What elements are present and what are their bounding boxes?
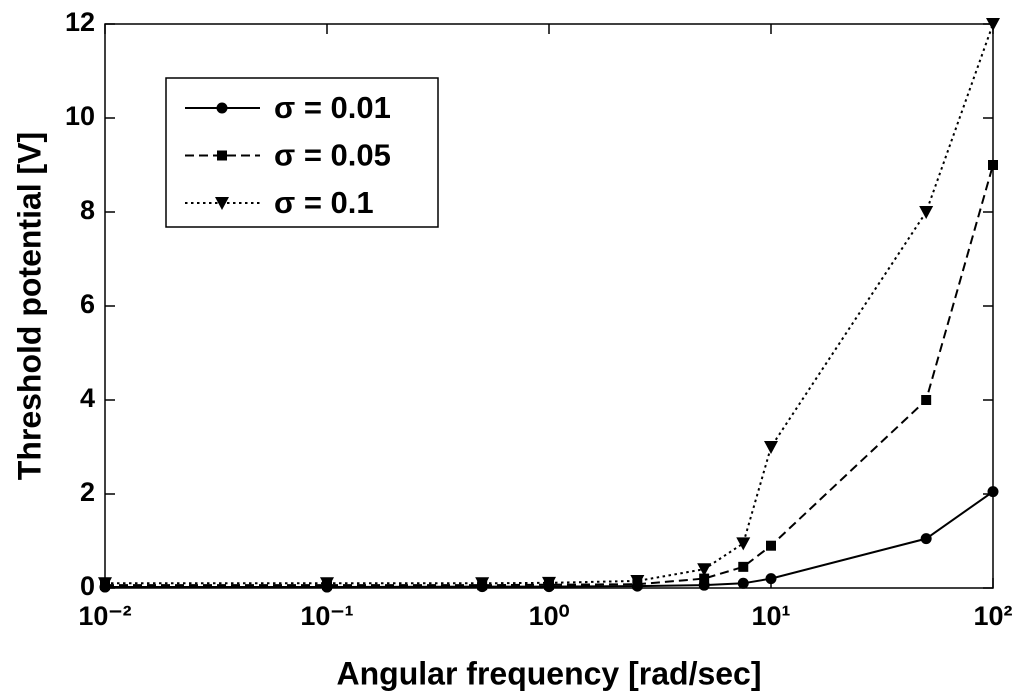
y-tick-label: 0 <box>80 571 95 601</box>
y-axis-label: Threshold potential [V] <box>11 132 47 480</box>
y-tick-label: 6 <box>80 289 95 319</box>
marker <box>986 18 1000 31</box>
marker <box>98 577 112 591</box>
legend-label: σ = 0.05 <box>274 138 391 173</box>
legend-label: σ = 0.01 <box>274 90 391 125</box>
marker <box>475 577 490 591</box>
legend-label: σ = 0.1 <box>274 185 374 220</box>
y-tick-label: 2 <box>80 477 95 507</box>
y-tick-label: 4 <box>80 383 95 413</box>
legend-marker <box>217 150 227 161</box>
x-tick-label: 10⁰ <box>529 601 570 631</box>
marker <box>987 486 999 498</box>
legend-marker <box>215 197 229 210</box>
marker <box>736 537 751 551</box>
series-line <box>105 23 994 585</box>
marker <box>919 206 934 219</box>
marker <box>764 441 778 454</box>
series-line <box>105 490 994 589</box>
x-tick-label: 10⁻¹ <box>300 601 353 631</box>
marker <box>920 533 932 545</box>
y-tick-label: 12 <box>65 7 95 37</box>
y-tick-label: 10 <box>65 101 95 131</box>
marker <box>921 395 932 405</box>
marker <box>697 563 712 577</box>
y-tick-label: 8 <box>80 195 95 225</box>
marker <box>737 577 749 589</box>
marker <box>630 574 645 588</box>
x-tick-label: 10² <box>973 601 1012 631</box>
marker <box>766 540 776 551</box>
marker <box>699 573 710 584</box>
marker <box>988 160 998 170</box>
x-axis-label: Angular frequency [rad/sec] <box>337 655 762 691</box>
legend-marker <box>216 102 228 114</box>
x-tick-label: 10⁻² <box>78 601 131 631</box>
x-tick-label: 10¹ <box>751 601 790 631</box>
series-line <box>105 164 994 587</box>
marker <box>738 561 749 572</box>
marker <box>542 576 556 590</box>
marker <box>765 573 777 585</box>
marker <box>320 577 334 591</box>
